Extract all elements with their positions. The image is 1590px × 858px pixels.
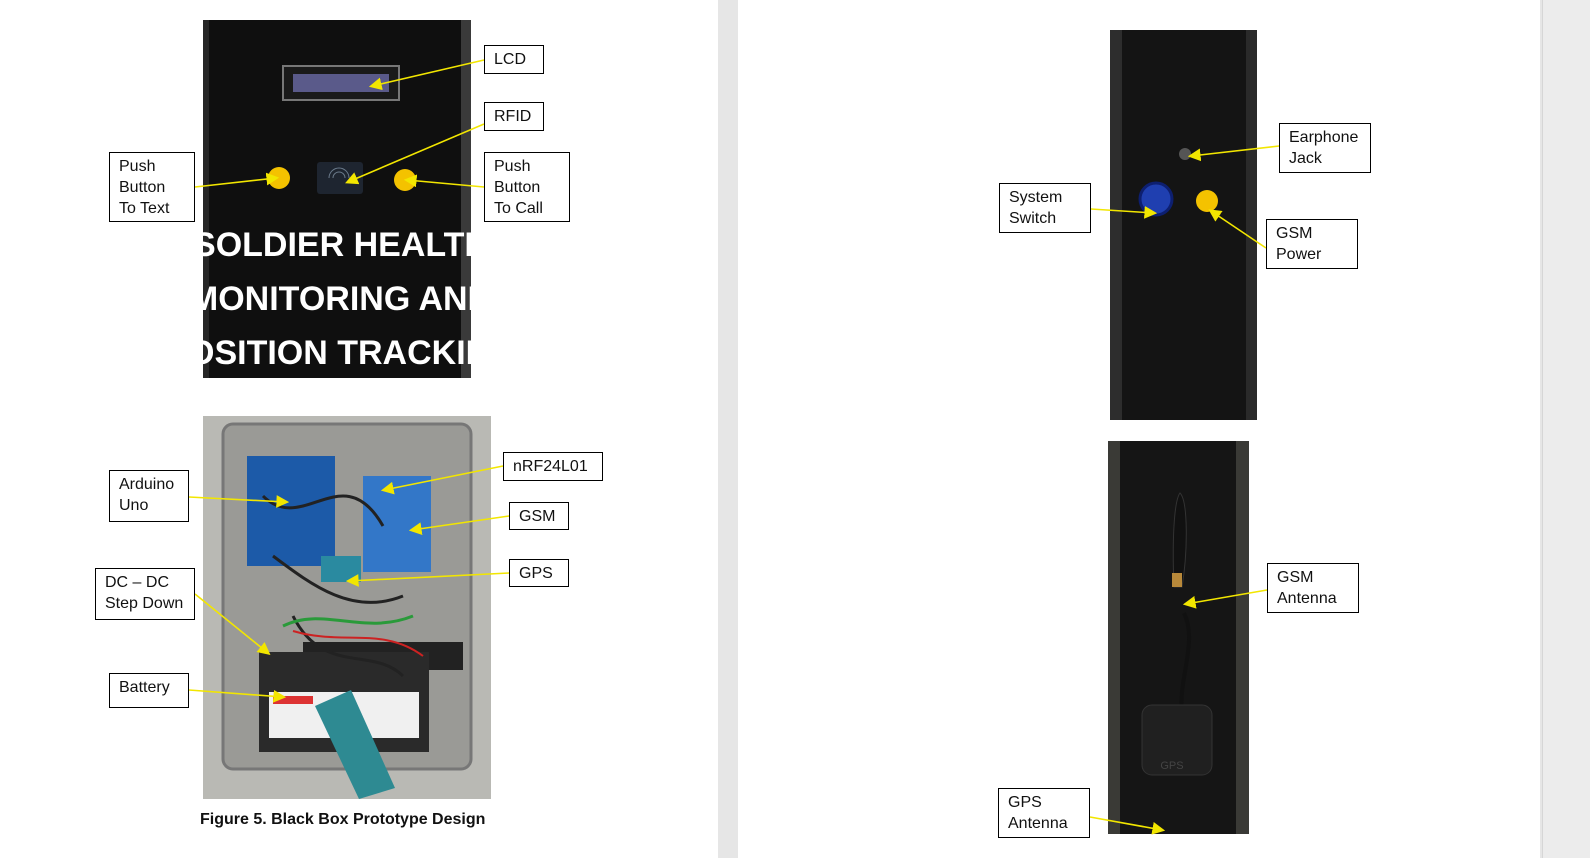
figure-caption: Figure 5. Black Box Prototype Design	[200, 811, 486, 828]
front-panel-line-2: MONITORING AND	[203, 280, 471, 318]
push-button-text-icon	[268, 167, 290, 189]
push-button-call-icon	[394, 169, 416, 191]
callout-push-button-to-call: Push Button To Call	[484, 152, 570, 222]
callout-lcd: LCD	[484, 45, 544, 74]
gps-antenna-mark: GPS	[1160, 760, 1183, 772]
front-panel-line-3: POSITION TRACKING	[203, 334, 471, 372]
photo-side-switch	[1110, 30, 1257, 420]
callout-gsm-antenna: GSM Antenna	[1267, 563, 1359, 613]
callout-gps-antenna: GPS Antenna	[998, 788, 1090, 838]
callout-arduino-uno: Arduino Uno	[109, 470, 189, 522]
photo-side-antennas: GPS	[1108, 441, 1249, 834]
callout-gps: GPS	[509, 559, 569, 587]
gsm-power-button-icon	[1196, 190, 1218, 212]
front-panel-line-1: SOLDIER HEALTH	[203, 226, 471, 264]
callout-gsm: GSM	[509, 502, 569, 530]
callout-push-button-to-text: Push Button To Text	[109, 152, 195, 222]
photo-front-panel: SOLDIER HEALTH MONITORING AND POSITION T…	[203, 20, 471, 378]
front-panel-image: SOLDIER HEALTH MONITORING AND POSITION T…	[203, 20, 471, 378]
callout-battery: Battery	[109, 673, 189, 708]
callout-rfid: RFID	[484, 102, 544, 131]
callout-nrf24l01: nRF24L01	[503, 452, 603, 481]
callout-dc-dc-step-down: DC – DC Step Down	[95, 568, 195, 620]
photo-internals	[203, 416, 491, 799]
callout-system-switch: System Switch	[999, 183, 1091, 233]
callout-gsm-power: GSM Power	[1266, 219, 1358, 269]
system-switch-icon	[1138, 181, 1174, 217]
callout-earphone-jack: Earphone Jack	[1279, 123, 1371, 173]
vertical-scrollbar[interactable]	[1542, 0, 1590, 858]
